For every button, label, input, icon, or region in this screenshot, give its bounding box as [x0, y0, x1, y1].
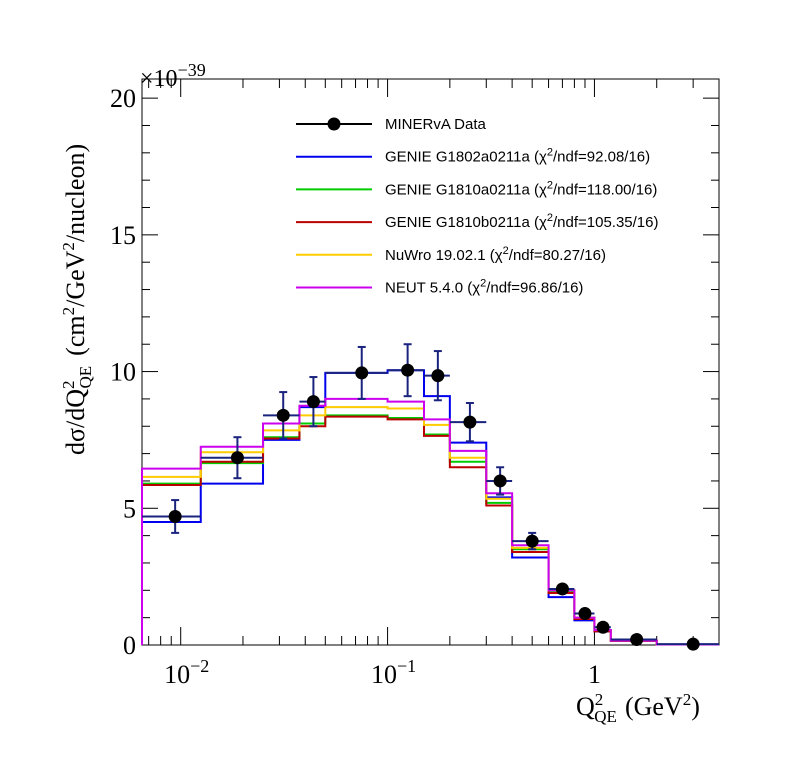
data-point	[355, 366, 369, 380]
data-point	[686, 637, 700, 651]
y-tick-label: 5	[123, 494, 136, 523]
axis-ticks: 0 5 10 15 20 10−2 10−1 1	[110, 79, 720, 689]
data-point	[555, 582, 569, 596]
x-tick-label: 10−2	[164, 656, 209, 689]
data-point	[596, 620, 610, 634]
y-tick-label: 20	[110, 84, 136, 113]
series-line	[141, 414, 719, 646]
legend-marker	[327, 117, 341, 131]
data-point	[276, 408, 290, 422]
x-tick-label: 10−1	[371, 656, 416, 689]
legend-label: NEUT 5.4.0 (χ2/ndf=96.86/16)	[385, 278, 583, 297]
y-axis-label: dσ/dQ2QE(cm2/GeV2/nucleon)	[59, 144, 95, 455]
legend-label: NuWro 19.02.1 (χ2/ndf=80.27/16)	[385, 245, 606, 264]
legend-label: GENIE G1810a0211a (χ2/ndf=118.00/16)	[385, 179, 657, 198]
series-line	[141, 369, 719, 646]
y-tick-label: 15	[110, 221, 136, 250]
y-tick-label: 10	[110, 358, 136, 387]
data-point	[230, 451, 244, 465]
data-point	[493, 474, 507, 488]
data-point	[578, 607, 592, 621]
legend-label: MINERvA Data	[385, 116, 487, 133]
plot-frame	[141, 78, 720, 646]
legend-label: GENIE G1810b0211a (χ2/ndf=105.35/16)	[385, 212, 659, 231]
x-tick-label: 1	[588, 660, 601, 689]
series-layer	[141, 369, 719, 646]
y-tick-label: 0	[123, 631, 136, 660]
data-point	[630, 633, 644, 647]
legend: MINERvA Data GENIE G1802a0211a (χ2/ndf=92…	[296, 116, 659, 297]
series-line	[141, 397, 719, 646]
series-line	[141, 406, 719, 646]
data-point	[401, 363, 415, 377]
data-point	[431, 369, 445, 383]
data-point	[463, 415, 477, 429]
data-point	[306, 395, 320, 409]
y-scale-factor: ×10−39	[140, 60, 206, 92]
data-layer	[142, 343, 719, 651]
data-point	[168, 509, 182, 523]
legend-label: GENIE G1802a0211a (χ2/ndf=92.08/16)	[385, 147, 650, 166]
x-axis-label: Q2 QE (GeV2)	[576, 690, 700, 726]
data-point	[525, 534, 539, 548]
series-line	[141, 415, 719, 646]
